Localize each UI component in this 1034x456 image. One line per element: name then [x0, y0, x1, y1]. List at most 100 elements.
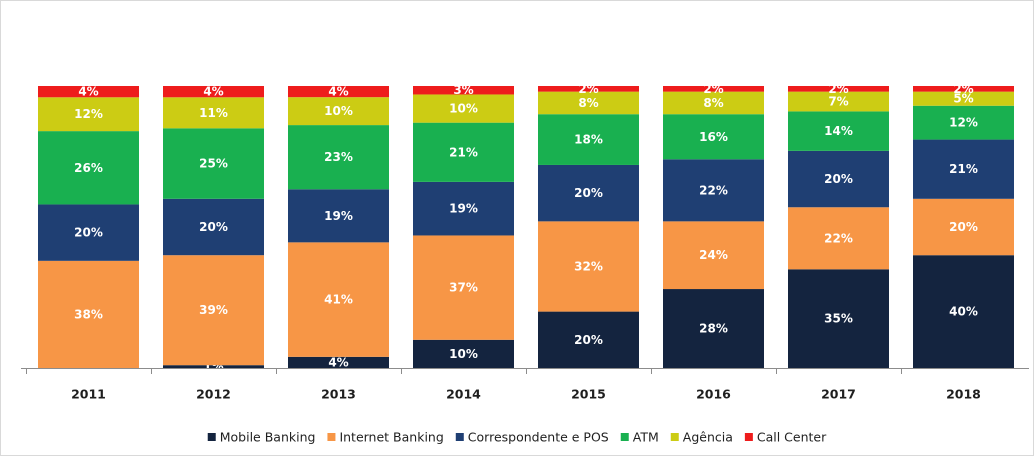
- data-label-mobile-banking-2018: 40%: [949, 305, 978, 319]
- bar-segment-correspondente-e-pos-2013: [288, 189, 389, 243]
- bar-segment-correspondente-e-pos-2016: [663, 159, 764, 222]
- bar-segment-agencia-2014: [413, 94, 514, 123]
- data-label-correspondente-e-pos-2013: 19%: [324, 209, 353, 223]
- x-tick-label-2012: 2012: [196, 387, 231, 402]
- data-label-atm-2015: 18%: [574, 133, 603, 147]
- x-tick-label-2013: 2013: [321, 387, 356, 402]
- data-label-agencia-2011: 12%: [74, 107, 103, 121]
- legend-label-correspondente-e-pos: Correspondente e POS: [468, 430, 609, 445]
- bar-segment-correspondente-e-pos-2015: [538, 164, 639, 222]
- bar-segment-atm-2018: [913, 105, 1014, 140]
- bar-segment-internet-banking-2011: [38, 260, 139, 368]
- bar-segment-agencia-2011: [38, 97, 139, 132]
- bar-segment-mobile-banking-2017: [788, 269, 889, 368]
- bar-segment-call-center-2017: [788, 86, 889, 92]
- data-label-call-center-2016: 2%: [703, 82, 723, 96]
- data-label-internet-banking-2017: 22%: [824, 231, 853, 245]
- bar-segment-agencia-2012: [163, 97, 264, 129]
- data-label-agencia-2013: 10%: [324, 104, 353, 118]
- data-label-call-center-2014: 3%: [453, 83, 473, 97]
- bar-segment-atm-2011: [38, 131, 139, 205]
- bar-segment-atm-2016: [663, 114, 764, 160]
- bar-segment-internet-banking-2018: [913, 198, 1014, 256]
- bar-segment-mobile-banking-2018: [913, 255, 1014, 368]
- data-label-atm-2018: 12%: [949, 116, 978, 130]
- data-label-agencia-2012: 11%: [199, 106, 228, 120]
- bar-segment-correspondente-e-pos-2011: [38, 204, 139, 261]
- bar-segment-internet-banking-2017: [788, 207, 889, 270]
- data-label-call-center-2018: 2%: [953, 82, 973, 96]
- legend-swatch-internet-banking: [327, 433, 336, 441]
- bar-segment-atm-2015: [538, 114, 639, 165]
- data-label-atm-2011: 26%: [74, 161, 103, 175]
- x-tick-label-2015: 2015: [571, 387, 606, 402]
- bar-segment-internet-banking-2013: [288, 242, 389, 357]
- bar-segment-call-center-2012: [163, 86, 264, 98]
- data-label-atm-2012: 25%: [199, 157, 228, 171]
- legend-swatch-atm: [620, 433, 629, 441]
- data-label-correspondente-e-pos-2011: 20%: [74, 226, 103, 240]
- bars-group: 38%20%26%12%4%1%39%20%25%11%4%4%41%19%23…: [38, 82, 1014, 374]
- data-label-mobile-banking-2016: 28%: [699, 322, 728, 336]
- data-label-atm-2017: 14%: [824, 124, 853, 138]
- data-label-atm-2016: 16%: [699, 130, 728, 144]
- data-label-atm-2013: 23%: [324, 150, 353, 164]
- bar-segment-internet-banking-2014: [413, 235, 514, 340]
- legend-label-mobile-banking: Mobile Banking: [220, 430, 316, 445]
- bar-segment-mobile-banking-2014: [413, 339, 514, 368]
- data-label-call-center-2015: 2%: [578, 82, 598, 96]
- bar-segment-mobile-banking-2012: [163, 365, 264, 368]
- legend-item-mobile-banking: Mobile Banking: [207, 430, 316, 445]
- legend-label-atm: ATM: [633, 430, 659, 445]
- bar-segment-atm-2014: [413, 122, 514, 182]
- bar-segment-correspondente-e-pos-2012: [163, 198, 264, 256]
- data-label-correspondente-e-pos-2016: 22%: [699, 183, 728, 197]
- data-label-agencia-2017: 7%: [828, 95, 848, 109]
- data-label-internet-banking-2014: 37%: [449, 281, 478, 295]
- data-label-mobile-banking-2014: 10%: [449, 347, 478, 361]
- bar-segment-agencia-2017: [788, 91, 889, 112]
- data-label-mobile-banking-2017: 35%: [824, 312, 853, 326]
- legend-label-internet-banking: Internet Banking: [339, 430, 443, 445]
- bar-segment-internet-banking-2015: [538, 221, 639, 312]
- data-label-call-center-2013: 4%: [328, 85, 348, 99]
- legend-item-correspondente-e-pos: Correspondente e POS: [455, 430, 609, 445]
- bar-segment-call-center-2018: [913, 86, 1014, 92]
- bar-segment-agencia-2015: [538, 91, 639, 115]
- data-label-mobile-banking-2013: 4%: [328, 355, 348, 369]
- bar-segment-call-center-2011: [38, 86, 139, 98]
- bar-segment-agencia-2018: [913, 91, 1014, 106]
- legend-item-internet-banking: Internet Banking: [327, 430, 444, 445]
- bar-segment-mobile-banking-2013: [288, 356, 389, 368]
- bar-segment-internet-banking-2016: [663, 221, 764, 290]
- data-label-correspondente-e-pos-2018: 21%: [949, 162, 978, 176]
- legend: Mobile Banking Internet Banking Correspond…: [207, 430, 827, 445]
- data-label-correspondente-e-pos-2014: 19%: [449, 202, 478, 216]
- bar-segment-atm-2017: [788, 111, 889, 151]
- x-tick-label-2016: 2016: [696, 387, 731, 402]
- bar-segment-correspondente-e-pos-2018: [913, 139, 1014, 199]
- bar-segment-agencia-2016: [663, 91, 764, 115]
- legend-swatch-agencia: [670, 433, 679, 441]
- bar-segment-call-center-2016: [663, 86, 764, 92]
- data-label-correspondente-e-pos-2017: 20%: [824, 172, 853, 186]
- legend-swatch-mobile-banking: [207, 433, 216, 441]
- data-label-correspondente-e-pos-2012: 20%: [199, 220, 228, 234]
- x-axis: 2011 2012 2013 2014 2015 2016 2017 2018: [21, 368, 1029, 402]
- data-label-call-center-2012: 4%: [203, 85, 223, 99]
- x-tick-label-2011: 2011: [71, 387, 106, 402]
- legend-swatch-call-center: [744, 433, 753, 441]
- data-label-atm-2014: 21%: [449, 145, 478, 159]
- data-label-agencia-2015: 8%: [578, 96, 598, 110]
- x-tick-label-2017: 2017: [821, 387, 856, 402]
- bar-segment-call-center-2015: [538, 86, 639, 92]
- data-label-internet-banking-2012: 39%: [199, 303, 228, 317]
- data-label-internet-banking-2013: 41%: [324, 293, 353, 307]
- data-label-agencia-2014: 10%: [449, 102, 478, 116]
- bar-segment-mobile-banking-2015: [538, 311, 639, 368]
- bar-segment-atm-2013: [288, 125, 389, 190]
- x-tick-label-2014: 2014: [446, 387, 481, 402]
- data-label-call-center-2011: 4%: [78, 85, 98, 99]
